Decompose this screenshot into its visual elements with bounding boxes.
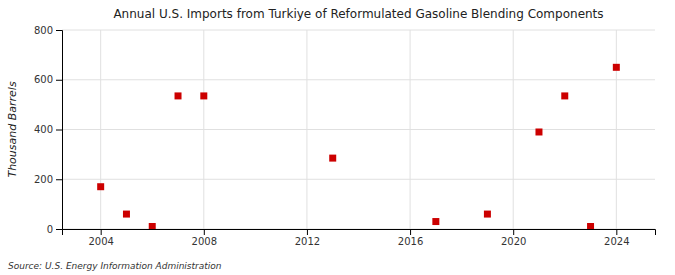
y-grid-line xyxy=(62,179,655,180)
y-tick: 600 xyxy=(34,74,62,85)
y-tick-label: 0 xyxy=(47,224,53,235)
source-note: Source: U.S. Energy Information Administ… xyxy=(8,261,222,271)
x-tick-mark xyxy=(101,229,102,235)
x-tick-mark xyxy=(410,229,411,235)
y-axis-line xyxy=(56,31,63,230)
point xyxy=(149,223,156,229)
plot-area: 2004 2008 2012 2016 2020 2024 0 200 400 600 800 xyxy=(34,25,656,247)
chart-container: 2004 2008 2012 2016 2020 2024 0 200 400 600 800 Ann… xyxy=(0,0,675,275)
y-tick-label: 800 xyxy=(34,25,53,36)
y-tick: 800 xyxy=(34,25,62,36)
y-tick-mark xyxy=(56,179,62,180)
y-tick-label: 600 xyxy=(34,74,53,85)
point xyxy=(123,211,130,218)
x-tick-label: 2012 xyxy=(295,236,320,247)
y-grid-line xyxy=(62,79,655,80)
x-axis-line xyxy=(63,230,656,236)
point xyxy=(535,128,542,135)
x-tick: 2012 xyxy=(295,229,320,247)
title: Annual U.S. Imports from Turkiye of Refo… xyxy=(113,7,603,21)
x-tick-label: 2020 xyxy=(501,236,526,247)
point xyxy=(175,92,182,99)
point xyxy=(329,155,336,162)
x-tick: 2020 xyxy=(501,229,526,247)
point xyxy=(587,223,594,229)
y-tick-mark xyxy=(56,80,62,81)
y-tick-mark xyxy=(56,30,62,31)
x-tick: 2008 xyxy=(192,229,217,247)
x-tick-label: 2016 xyxy=(398,236,423,247)
y-tick-label: 400 xyxy=(34,124,53,135)
y-axis-title: Thousand Barrels xyxy=(6,81,19,177)
x-tick-mark xyxy=(616,229,617,235)
point xyxy=(484,211,491,218)
point xyxy=(613,64,620,71)
x-tick: 2004 xyxy=(88,229,113,247)
grid xyxy=(62,30,655,229)
x-tick-label: 2004 xyxy=(88,236,113,247)
chart-svg: 2004 2008 2012 2016 2020 2024 0 200 400 600 800 Ann… xyxy=(0,0,675,275)
x-tick: 2024 xyxy=(604,229,629,247)
y-grid-line xyxy=(62,129,655,130)
x-tick-mark xyxy=(307,229,308,235)
point xyxy=(432,218,439,225)
point xyxy=(97,183,104,190)
y-tick-mark xyxy=(56,229,62,230)
x-axis: 2004 2008 2012 2016 2020 2024 xyxy=(63,229,656,247)
y-grid-line xyxy=(62,30,655,31)
y-tick: 0 xyxy=(47,224,62,235)
y-tick: 400 xyxy=(34,124,62,135)
x-tick-label: 2008 xyxy=(192,236,217,247)
y-axis: 0 200 400 600 800 xyxy=(34,25,63,235)
x-tick-mark xyxy=(513,229,514,235)
x-tick-label: 2024 xyxy=(604,236,629,247)
y-tick-mark xyxy=(56,130,62,131)
marks xyxy=(97,64,620,229)
y-tick-label: 200 xyxy=(34,174,53,185)
point xyxy=(200,92,207,99)
x-tick-mark xyxy=(204,229,205,235)
y-tick: 200 xyxy=(34,174,62,185)
x-tick: 2016 xyxy=(398,229,423,247)
point xyxy=(561,92,568,99)
